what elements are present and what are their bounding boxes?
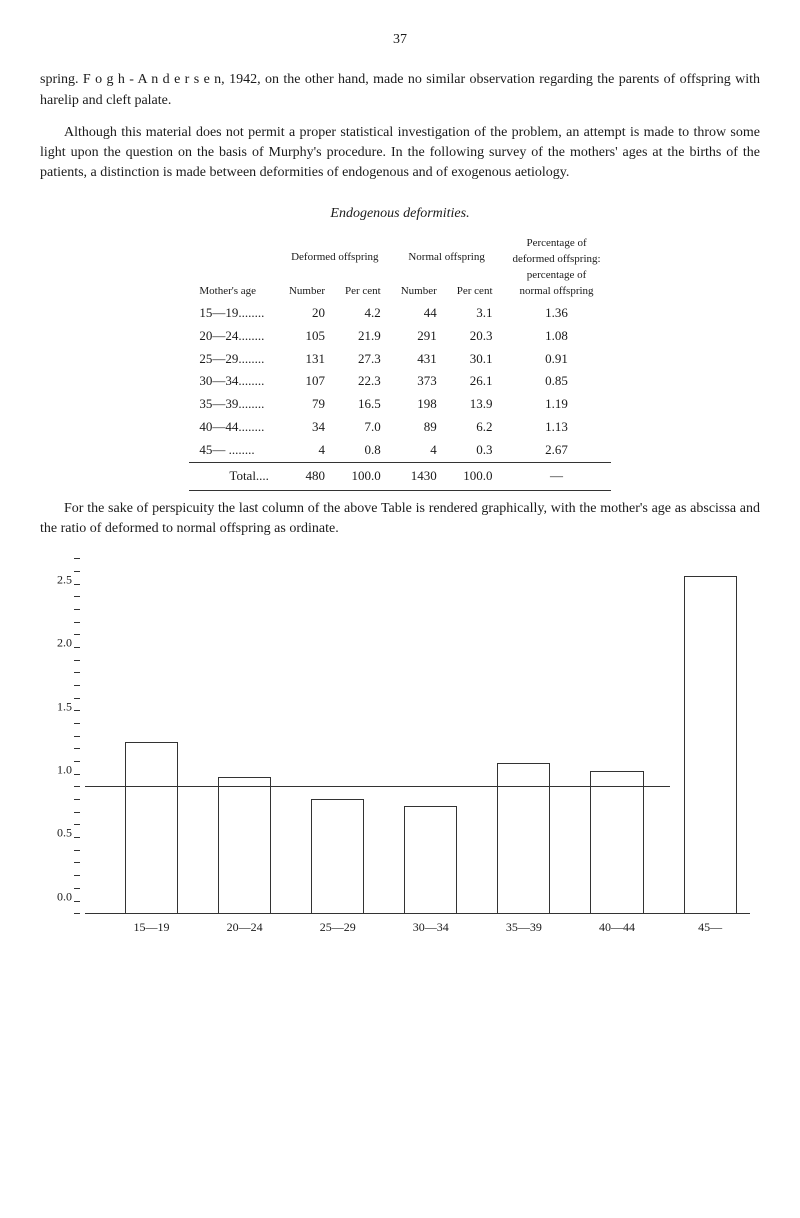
x-tick-label: 30—34 (413, 919, 449, 936)
y-tick-label: 2.5 (57, 571, 72, 588)
x-tick-label: 20—24 (227, 919, 263, 936)
table-row: 40—44........347.0896.21.13 (189, 416, 610, 439)
col-number: Number (279, 268, 335, 302)
table-row: 35—39........7916.519813.91.19 (189, 393, 610, 416)
table-row: 25—29........13127.343130.10.91 (189, 348, 610, 371)
y-minor-tick (74, 622, 80, 623)
x-tick-label: 45— (698, 919, 722, 936)
x-tick-label: 40—44 (599, 919, 635, 936)
y-minor-tick (74, 723, 80, 724)
y-minor-tick (74, 660, 80, 661)
y-minor-tick (74, 850, 80, 851)
chart-bar (590, 771, 643, 914)
y-tick-label: 1.0 (57, 761, 72, 778)
y-minor-tick (74, 685, 80, 686)
table-title: Endogenous deformities. (40, 204, 760, 224)
table-row: 45— ........40.840.32.67 (189, 439, 610, 462)
y-tick-label: 1.5 (57, 698, 72, 715)
x-tick-label: 25—29 (320, 919, 356, 936)
paragraph-3: For the sake of perspicuity the last col… (40, 499, 760, 540)
y-minor-tick (74, 837, 80, 838)
y-minor-tick (74, 786, 80, 787)
y-minor-tick (74, 710, 80, 711)
chart-bar (684, 576, 737, 915)
y-minor-tick (74, 812, 80, 813)
y-tick-label: 0.0 (57, 888, 72, 905)
chart-bar (404, 806, 457, 914)
y-minor-tick (74, 799, 80, 800)
col-percentage: Percentage of deformed offspring: percen… (503, 234, 611, 302)
y-minor-tick (74, 888, 80, 889)
ratio-bar-chart: 0.0 0.5 1.0 1.5 2.0 2.5 15—19 20—24 25—29 30—34 3… (40, 559, 760, 939)
col-percent: Per cent (335, 268, 391, 302)
table-row: 20—24........10521.929120.31.08 (189, 325, 610, 348)
y-tick-label: 0.5 (57, 825, 72, 842)
y-minor-tick (74, 698, 80, 699)
deformities-table: Deformed offspring Normal offspring Perc… (189, 234, 610, 491)
y-minor-tick (74, 596, 80, 597)
col-deformed: Deformed offspring (279, 234, 391, 268)
col-number: Number (391, 268, 447, 302)
chart-bar (497, 763, 550, 914)
y-minor-tick (74, 647, 80, 648)
y-minor-tick (74, 558, 80, 559)
chart-bar (125, 742, 178, 914)
table-row: 30—34........10722.337326.10.85 (189, 370, 610, 393)
x-tick-label: 35—39 (506, 919, 542, 936)
y-minor-tick (74, 761, 80, 762)
y-tick-label: 2.0 (57, 635, 72, 652)
y-minor-tick (74, 824, 80, 825)
y-minor-tick (74, 774, 80, 775)
table-total-row: Total....480100.01430100.0— (189, 462, 610, 490)
col-mothers-age: Mother's age (189, 268, 279, 302)
y-minor-tick (74, 736, 80, 737)
y-minor-tick (74, 901, 80, 902)
page-number: 37 (40, 30, 760, 50)
y-minor-tick (74, 571, 80, 572)
x-tick-label: 15—19 (134, 919, 170, 936)
chart-bar (311, 799, 364, 914)
y-minor-tick (74, 584, 80, 585)
table-row: 15—19........204.2443.11.36 (189, 302, 610, 325)
paragraph-1: spring. F o g h - A n d e r s e n, 1942,… (40, 70, 760, 111)
chart-bar (218, 777, 271, 914)
y-minor-tick (74, 748, 80, 749)
y-minor-tick (74, 913, 80, 914)
col-percent: Per cent (447, 268, 503, 302)
col-normal: Normal offspring (391, 234, 503, 268)
y-minor-tick (74, 862, 80, 863)
y-minor-tick (74, 672, 80, 673)
paragraph-2: Although this material does not permit a… (40, 123, 760, 184)
y-minor-tick (74, 875, 80, 876)
y-minor-tick (74, 634, 80, 635)
y-minor-tick (74, 609, 80, 610)
